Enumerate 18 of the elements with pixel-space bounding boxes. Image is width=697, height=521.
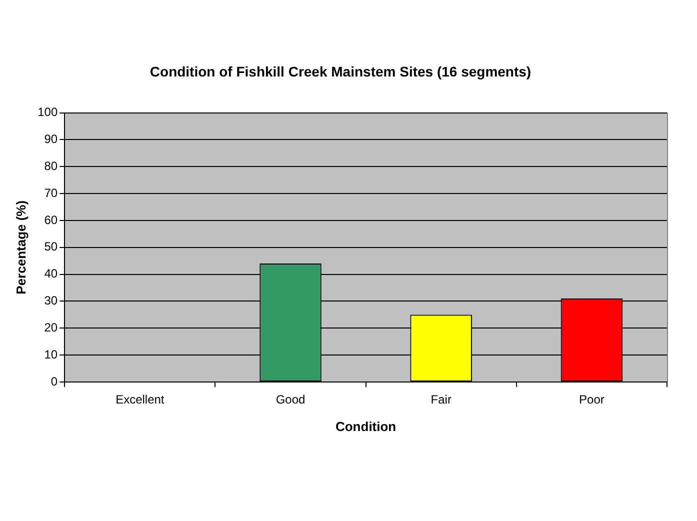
- x-tick-label: Poor: [579, 392, 604, 407]
- y-tick-label: 0: [50, 374, 58, 388]
- x-axis-title: Condition: [335, 418, 396, 434]
- y-tick-label: 90: [44, 132, 58, 146]
- y-tick-label: 70: [44, 186, 58, 200]
- x-tick-label: Good: [276, 392, 306, 407]
- y-tick-label: 80: [44, 158, 58, 173]
- y-tick-label: 40: [44, 266, 58, 281]
- y-tick-label: 60: [44, 212, 58, 227]
- x-tick-label: Fair: [430, 392, 452, 407]
- x-tick-label: Excellent: [116, 392, 165, 407]
- y-tick-label: 100: [38, 105, 58, 120]
- y-tick-label: 10: [44, 347, 58, 362]
- chart-title: Condition of Fishkill Creek Mainstem Sites (16 segments): [150, 63, 532, 80]
- y-tick-label: 20: [44, 320, 58, 334]
- y-tick-label: 30: [44, 294, 58, 308]
- y-axis-title: Percentage (%): [13, 200, 28, 294]
- y-tick-label: 50: [44, 240, 58, 254]
